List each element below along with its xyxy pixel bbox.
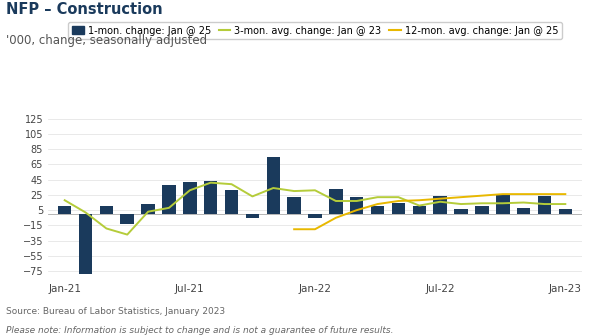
Bar — [225, 190, 238, 214]
Bar — [266, 157, 280, 214]
Legend: 1-mon. change: Jan @ 25, 3-mon. avg. change: Jan @ 23, 12-mon. avg. change: Jan : 1-mon. change: Jan @ 25, 3-mon. avg. cha… — [68, 22, 562, 39]
Bar — [308, 214, 322, 218]
Bar — [517, 208, 530, 214]
Bar — [245, 214, 259, 218]
Bar — [79, 214, 92, 274]
Text: Source: Bureau of Labor Statistics, January 2023: Source: Bureau of Labor Statistics, Janu… — [6, 307, 225, 317]
Bar — [538, 196, 551, 214]
Text: '000, change, seasonally adjusted: '000, change, seasonally adjusted — [6, 34, 207, 47]
Bar — [100, 206, 113, 214]
Bar — [559, 209, 572, 214]
Bar — [392, 203, 405, 214]
Bar — [58, 206, 71, 214]
Bar — [350, 197, 364, 214]
Text: Please note: Information is subject to change and is not a guarantee of future r: Please note: Information is subject to c… — [6, 326, 394, 335]
Bar — [371, 206, 385, 214]
Bar — [413, 206, 426, 214]
Bar — [475, 206, 488, 214]
Bar — [329, 189, 343, 214]
Bar — [287, 197, 301, 214]
Text: NFP – Construction: NFP – Construction — [6, 2, 163, 17]
Bar — [454, 209, 468, 214]
Bar — [183, 182, 197, 214]
Bar — [496, 194, 509, 214]
Bar — [204, 181, 217, 214]
Bar — [142, 204, 155, 214]
Bar — [162, 185, 176, 214]
Bar — [121, 214, 134, 224]
Bar — [433, 197, 447, 214]
